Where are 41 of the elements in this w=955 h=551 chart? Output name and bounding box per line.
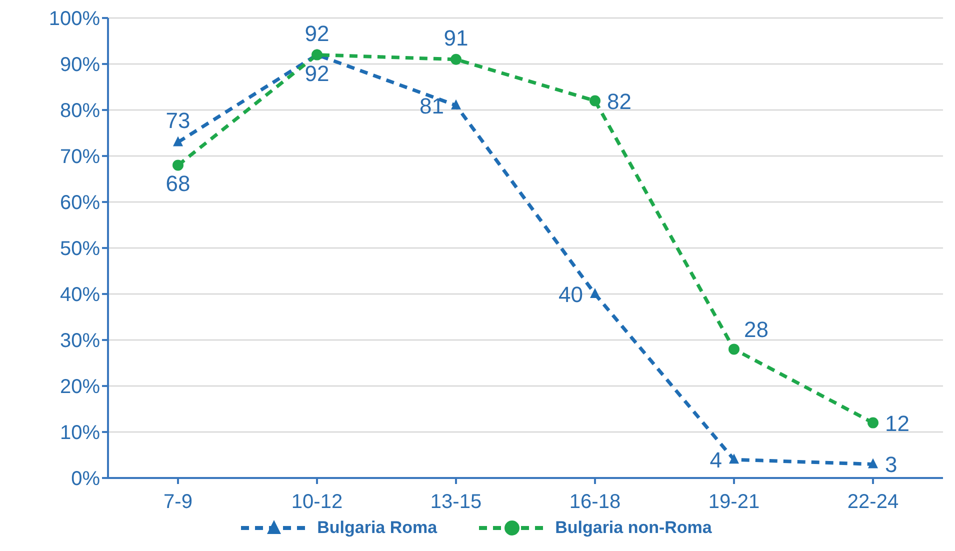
x-tick-label: 10-12	[291, 491, 343, 514]
y-tick-label: 100%	[48, 8, 100, 30]
data-label: 68	[166, 171, 190, 196]
x-tick-label: 7-9	[164, 491, 192, 514]
point	[868, 417, 878, 428]
point	[729, 454, 739, 464]
y-tick-label: 10%	[60, 422, 100, 444]
y-tick-label: 70%	[60, 146, 100, 168]
y-tick-label: 80%	[60, 100, 100, 122]
x-tick-label: 16-18	[569, 491, 621, 514]
y-tick-label: 0%	[71, 468, 100, 490]
x-tick-label: 22-24	[847, 491, 899, 514]
point	[590, 288, 600, 298]
point	[728, 344, 740, 355]
data-label: 92	[304, 60, 330, 86]
data-label: 81	[420, 93, 444, 118]
y-tick-label: 40%	[60, 284, 100, 306]
legend-label: Bulgaria Roma	[317, 518, 438, 538]
point	[451, 99, 461, 110]
point	[173, 136, 183, 146]
legend-label: Bulgaria non-Roma	[555, 518, 712, 538]
y-tick-label: 20%	[60, 376, 100, 398]
data-label: 92	[304, 20, 330, 46]
y-tick-label: 90%	[60, 54, 100, 76]
point	[590, 95, 600, 106]
point	[172, 160, 184, 171]
x-tick-label: 13-15	[430, 491, 482, 514]
data-label: 28	[744, 317, 768, 342]
data-label: 12	[885, 410, 910, 436]
data-label: 40	[558, 282, 583, 307]
data-label: 3	[885, 452, 898, 478]
y-tick-label: 30%	[60, 330, 100, 352]
point	[450, 54, 462, 65]
point	[868, 458, 878, 468]
data-label: 4	[710, 448, 722, 473]
y-tick-label: 50%	[60, 238, 100, 260]
data-label: 91	[444, 25, 468, 50]
x-tick-label: 19-21	[708, 491, 760, 514]
data-label: 73	[166, 108, 190, 134]
data-label: 82	[607, 88, 632, 114]
y-tick-label: 60%	[60, 192, 100, 214]
